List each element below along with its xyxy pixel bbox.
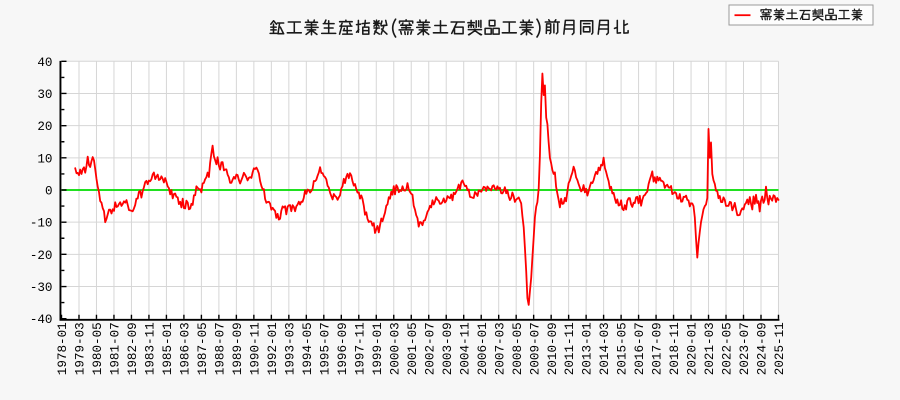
svg-text:2000-03: 2000-03 xyxy=(388,322,402,375)
svg-text:2010-09: 2010-09 xyxy=(546,322,560,375)
svg-text:1993-03: 1993-03 xyxy=(283,322,297,375)
svg-text:2018-11: 2018-11 xyxy=(668,322,682,375)
svg-text:2003-09: 2003-09 xyxy=(441,322,455,375)
svg-text:2002-07: 2002-07 xyxy=(423,322,437,375)
svg-text:1985-01: 1985-01 xyxy=(161,322,175,375)
svg-text:1995-07: 1995-07 xyxy=(318,322,332,375)
svg-text:1980-05: 1980-05 xyxy=(91,322,105,375)
svg-text:1990-11: 1990-11 xyxy=(248,322,262,375)
svg-text:1997-11: 1997-11 xyxy=(353,322,367,375)
svg-text:1989-09: 1989-09 xyxy=(231,322,245,375)
svg-text:30: 30 xyxy=(37,88,52,102)
svg-text:2007-03: 2007-03 xyxy=(493,322,507,375)
svg-text:2016-07: 2016-07 xyxy=(633,322,647,375)
svg-text:1988-07: 1988-07 xyxy=(213,322,227,375)
svg-text:2024-09: 2024-09 xyxy=(756,322,770,375)
svg-text:2013-01: 2013-01 xyxy=(581,322,595,375)
svg-text:2004-11: 2004-11 xyxy=(458,322,472,375)
svg-text:1994-05: 1994-05 xyxy=(301,322,315,375)
svg-text:2014-03: 2014-03 xyxy=(598,322,612,375)
svg-text:40: 40 xyxy=(37,56,52,70)
svg-text:-30: -30 xyxy=(30,281,53,295)
svg-text:1996-09: 1996-09 xyxy=(336,322,350,375)
svg-text:2011-11: 2011-11 xyxy=(563,322,577,375)
svg-text:1992-01: 1992-01 xyxy=(266,322,280,375)
svg-text:2015-05: 2015-05 xyxy=(616,322,630,375)
svg-text:2020-01: 2020-01 xyxy=(686,322,700,375)
svg-text:1983-11: 1983-11 xyxy=(144,322,158,375)
svg-text:10: 10 xyxy=(37,152,52,166)
svg-text:-10: -10 xyxy=(30,217,53,231)
svg-text:2017-09: 2017-09 xyxy=(651,322,665,375)
svg-text:2008-05: 2008-05 xyxy=(511,322,525,375)
svg-text:1978-01: 1978-01 xyxy=(56,322,70,375)
svg-text:2025-11: 2025-11 xyxy=(773,322,787,375)
svg-text:1986-03: 1986-03 xyxy=(179,322,193,375)
svg-text:2023-07: 2023-07 xyxy=(738,322,752,375)
svg-text:1981-07: 1981-07 xyxy=(109,322,123,375)
svg-text:1982-09: 1982-09 xyxy=(126,322,140,375)
svg-text:1979-03: 1979-03 xyxy=(74,322,88,375)
svg-text:-40: -40 xyxy=(30,313,53,327)
svg-text:2022-05: 2022-05 xyxy=(721,322,735,375)
svg-text:20: 20 xyxy=(37,120,52,134)
svg-text:-20: -20 xyxy=(30,249,53,263)
svg-text:2006-01: 2006-01 xyxy=(476,322,490,375)
svg-text:2009-07: 2009-07 xyxy=(528,322,542,375)
svg-text:1987-05: 1987-05 xyxy=(196,322,210,375)
svg-text:2021-03: 2021-03 xyxy=(703,322,717,375)
svg-text:0: 0 xyxy=(45,185,53,199)
svg-text:2001-05: 2001-05 xyxy=(406,322,420,375)
svg-text:1999-01: 1999-01 xyxy=(371,322,385,375)
